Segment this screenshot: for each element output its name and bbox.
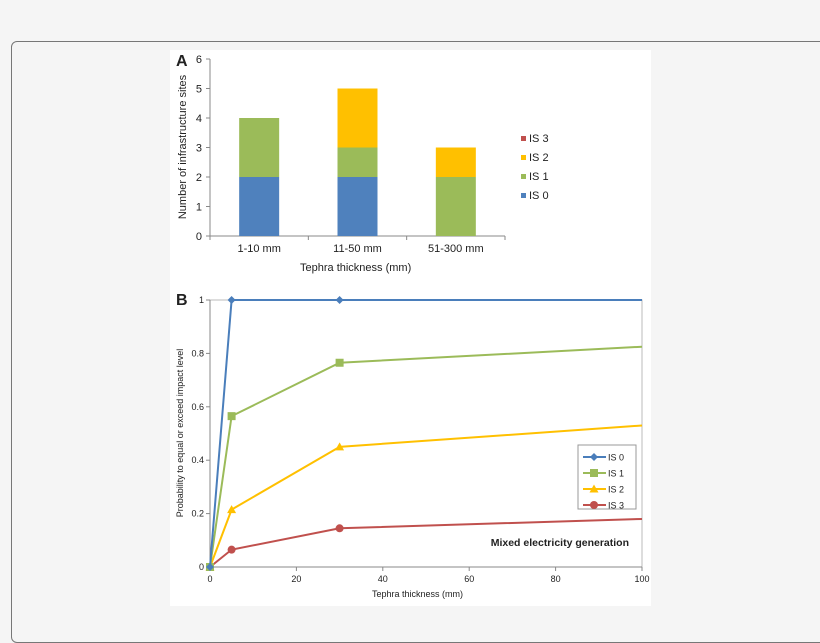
b-point-is2 [227, 505, 237, 514]
a-bar-is1 [337, 147, 378, 177]
b-y-axis-label: Probability to equal or exceed impact le… [175, 349, 185, 518]
b-point-is0 [335, 296, 344, 304]
b-y-tick-label: 1 [199, 295, 204, 305]
b-point-is0 [227, 296, 236, 304]
b-y-tick-label: 0.8 [191, 348, 204, 358]
a-x-axis-label: Tephra thickness (mm) [300, 262, 411, 274]
b-x-axis-label: Tephra thickness (mm) [372, 589, 463, 599]
a-legend-swatch [521, 136, 526, 141]
b-point-is3 [335, 524, 344, 533]
b-legend-label: IS 0 [608, 453, 624, 463]
a-y-axis-label: Number of infrastructure sites [177, 74, 189, 219]
a-y-tick-label: 3 [196, 143, 202, 155]
b-legend-marker [590, 501, 598, 509]
b-y-tick-label: 0.6 [191, 402, 204, 412]
b-legend-marker [590, 453, 598, 461]
a-legend-swatch [521, 174, 526, 179]
b-legend-marker [589, 484, 599, 493]
b-x-tick-label: 80 [551, 574, 561, 584]
a-x-tick-label: 1-10 mm [237, 243, 280, 255]
b-x-tick-label: 40 [378, 574, 388, 584]
a-y-tick-label: 6 [196, 54, 202, 66]
b-point-is2 [335, 442, 345, 451]
a-y-tick-label: 1 [196, 202, 202, 214]
a-legend-label: IS 1 [529, 171, 549, 183]
b-line-is2 [209, 424, 643, 568]
a-y-tick-label: 2 [196, 172, 202, 184]
figure-svg: A B Tephra thickness (mm) Number of infr… [175, 53, 650, 599]
a-legend-label: IS 3 [529, 133, 549, 145]
b-point-is0 [206, 563, 214, 571]
b-y-tick-label: 0.2 [191, 509, 204, 519]
b-point-is3 [227, 545, 236, 554]
b-x-tick-label: 100 [634, 574, 649, 584]
b-point-is1 [227, 412, 236, 421]
b-y-tick-label: 0.4 [191, 455, 204, 465]
a-bar-is2 [337, 88, 378, 148]
a-bar-is0 [337, 177, 378, 236]
b-line-is3 [209, 517, 643, 568]
a-legend-label: IS 2 [529, 152, 549, 164]
b-point-is1 [335, 358, 344, 367]
a-y-tick-label: 4 [196, 113, 202, 125]
a-y-tick-label: 5 [196, 84, 202, 96]
b-line-is0 [209, 299, 642, 568]
a-legend-label: IS 0 [529, 190, 549, 202]
b-legend-marker [590, 469, 598, 477]
a-bar-is0 [239, 177, 280, 236]
panel-label-b: B [176, 292, 188, 309]
panel-label-a: A [176, 53, 188, 70]
b-y-tick-label: 0 [199, 562, 204, 572]
a-bar-is1 [435, 177, 476, 236]
b-x-tick-label: 0 [207, 574, 212, 584]
a-x-tick-label: 51-300 mm [428, 243, 484, 255]
b-line-is1 [209, 345, 643, 568]
a-bar-is2 [435, 147, 476, 177]
a-x-tick-label: 11-50 mm [333, 243, 382, 255]
b-annotation: Mixed electricity generation [491, 537, 629, 549]
a-legend-swatch [521, 193, 526, 198]
b-legend-label: IS 3 [608, 501, 624, 511]
a-y-tick-label: 0 [196, 231, 202, 243]
b-legend-box [577, 444, 637, 510]
b-x-tick-label: 20 [291, 574, 301, 584]
b-legend-label: IS 2 [608, 485, 624, 495]
b-x-tick-label: 60 [464, 574, 474, 584]
a-bar-is1 [239, 118, 280, 177]
a-legend-swatch [521, 155, 526, 160]
b-plot-frame [209, 299, 643, 568]
b-legend-label: IS 1 [608, 469, 624, 479]
